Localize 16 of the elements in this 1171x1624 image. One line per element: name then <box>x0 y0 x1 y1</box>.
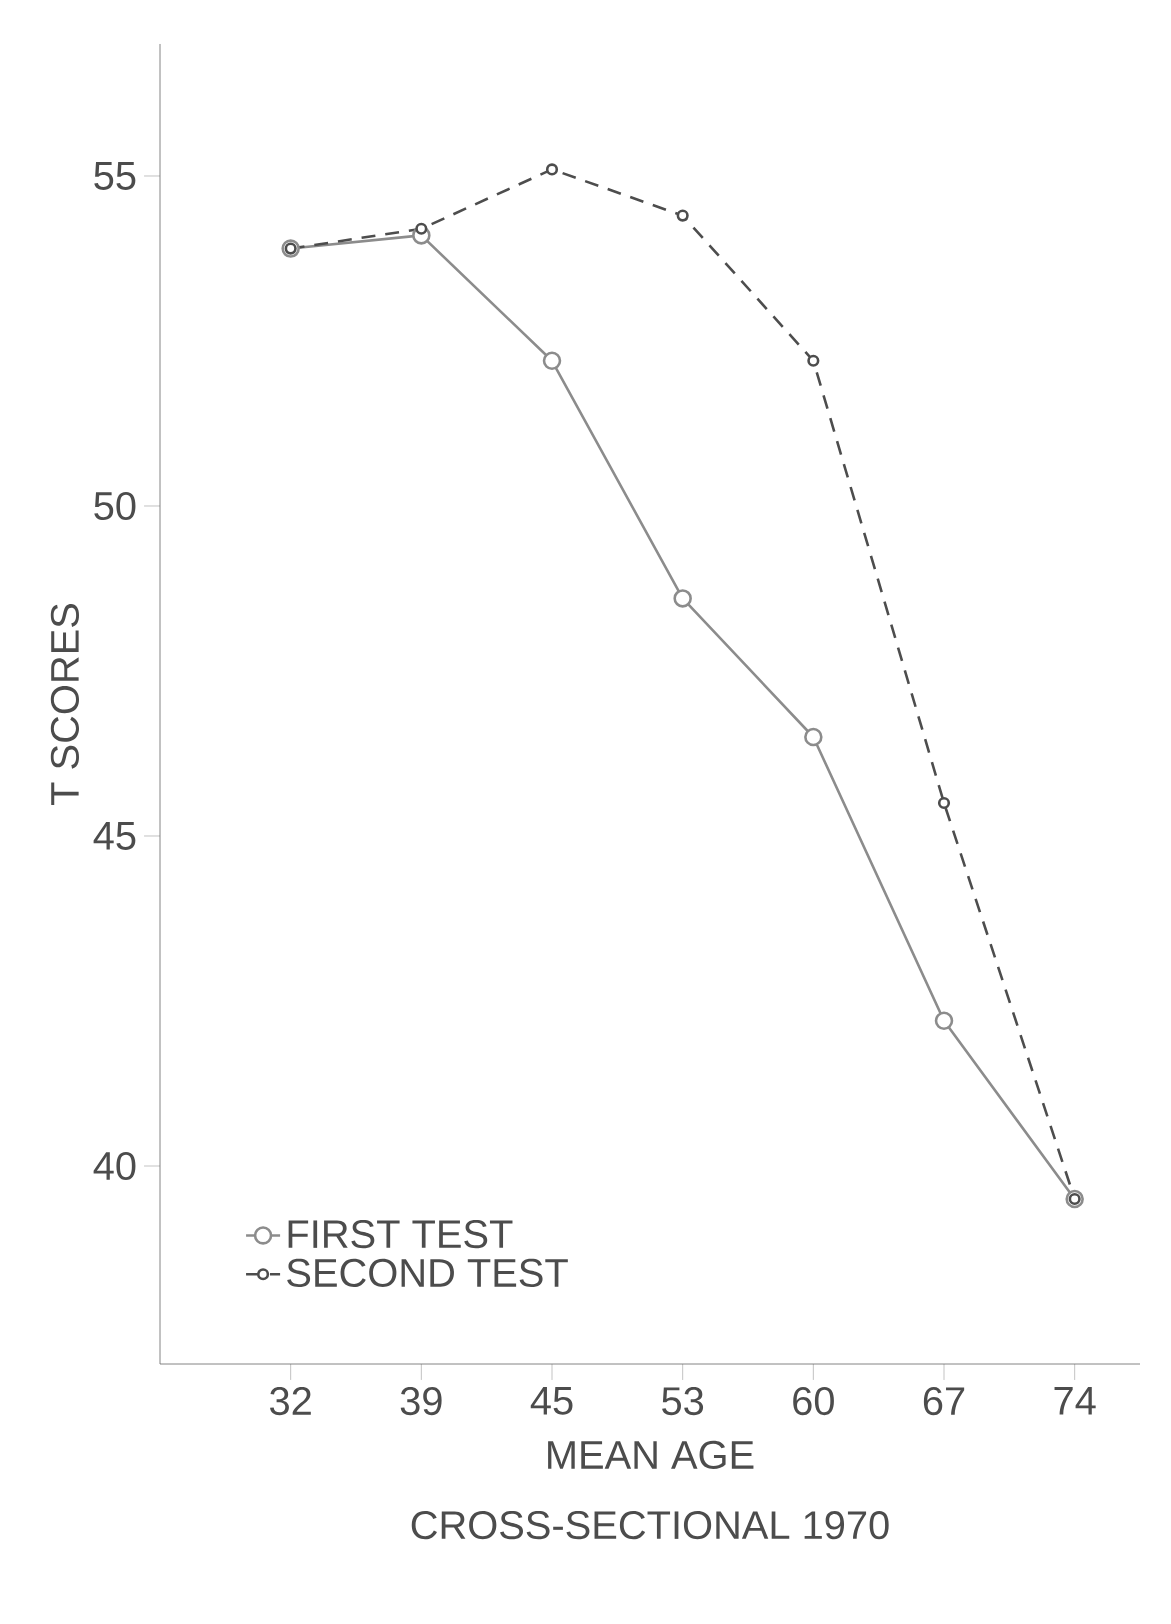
y-tick-label: 45 <box>93 822 136 850</box>
x-tick-label: 45 <box>530 1386 573 1415</box>
x-tick-label: 74 <box>1054 1386 1096 1415</box>
text: CROSS-SECTIONAL 1970 <box>411 1511 889 1540</box>
x-tick-label: 32 <box>270 1386 311 1416</box>
x-axis-title: MEAN AGE <box>548 1440 754 1470</box>
y-tick-label: 40 <box>93 1151 136 1181</box>
y-tick-label: 50 <box>94 491 136 521</box>
y-tick-label: 55 <box>94 162 136 190</box>
x-tick-label: 67 <box>923 1386 965 1416</box>
x-tick-label: 53 <box>662 1386 704 1416</box>
legend-label: FIRST TEST <box>288 1220 513 1249</box>
legend-label: SECOND TEST <box>287 1258 568 1288</box>
x-tick-label: 39 <box>400 1386 442 1416</box>
x-tick-label: 60 <box>793 1386 834 1416</box>
y-axis-title: T SCORES <box>50 604 79 805</box>
